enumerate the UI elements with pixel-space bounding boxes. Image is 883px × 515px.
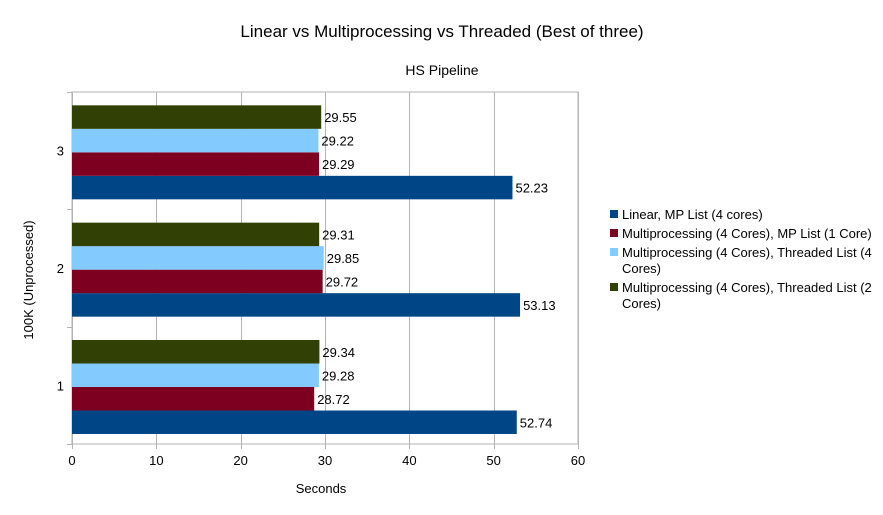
x-tick-label: 30 xyxy=(318,453,332,468)
y-axis-label: 100K (Unprocessed) xyxy=(21,220,36,339)
bar xyxy=(72,152,320,176)
legend: Linear, MP List (4 cores) Multiprocessing… xyxy=(610,207,872,311)
legend-label: Multiprocessing (4 Cores), Threaded List… xyxy=(622,280,872,311)
bar-value-label: 53.13 xyxy=(523,298,556,313)
bar xyxy=(72,269,323,294)
chart-title: Linear vs Multiprocessing vs Threaded (B… xyxy=(240,22,643,41)
bar-value-label: 29.22 xyxy=(321,134,354,149)
bar-value-label: 29.29 xyxy=(322,157,355,172)
bar-value-label: 29.28 xyxy=(322,368,355,383)
x-tick-label: 40 xyxy=(402,453,416,468)
y-category-label: 3 xyxy=(57,144,64,159)
x-tick-label: 20 xyxy=(233,453,247,468)
y-category-label: 2 xyxy=(57,261,64,276)
bar-value-label: 29.85 xyxy=(327,251,360,266)
bar xyxy=(72,105,322,129)
legend-swatch xyxy=(610,229,618,237)
bar xyxy=(72,246,324,270)
x-tick-label: 10 xyxy=(149,453,163,468)
bar xyxy=(72,128,319,153)
bar-value-label: 52.74 xyxy=(520,415,553,430)
y-category-label: 1 xyxy=(57,378,64,393)
bar-value-label: 29.72 xyxy=(326,274,359,289)
x-tick-label: 0 xyxy=(68,453,75,468)
bar-value-label: 29.34 xyxy=(322,345,355,360)
legend-label: Multiprocessing (4 Cores), MP List (1 Co… xyxy=(622,226,872,241)
bar-value-label: 28.72 xyxy=(317,392,350,407)
bar xyxy=(72,340,320,364)
bar xyxy=(72,175,513,200)
bar xyxy=(72,222,320,247)
legend-label: Linear, MP List (4 cores) xyxy=(622,207,763,222)
bar-value-label: 29.31 xyxy=(322,227,355,242)
x-tick-label: 60 xyxy=(571,453,585,468)
bar-value-label: 52.23 xyxy=(515,181,548,196)
bar-value-label: 29.55 xyxy=(324,110,357,125)
bar xyxy=(72,387,315,411)
legend-swatch xyxy=(610,210,618,218)
legend-swatch xyxy=(610,283,618,291)
x-tick-label: 50 xyxy=(486,453,500,468)
plot-area: 0 10 20 30 40 50 60 1 52.74 28.72 29.28 29.34 2 53.13… xyxy=(57,91,585,468)
x-axis-label: Seconds xyxy=(296,481,347,496)
legend-swatch xyxy=(610,248,618,256)
legend-label: Multiprocessing (4 Cores), Threaded List… xyxy=(622,245,872,276)
bar xyxy=(72,293,521,317)
chart-subtitle: HS Pipeline xyxy=(405,62,478,78)
bar xyxy=(72,410,517,434)
bar xyxy=(72,363,319,387)
